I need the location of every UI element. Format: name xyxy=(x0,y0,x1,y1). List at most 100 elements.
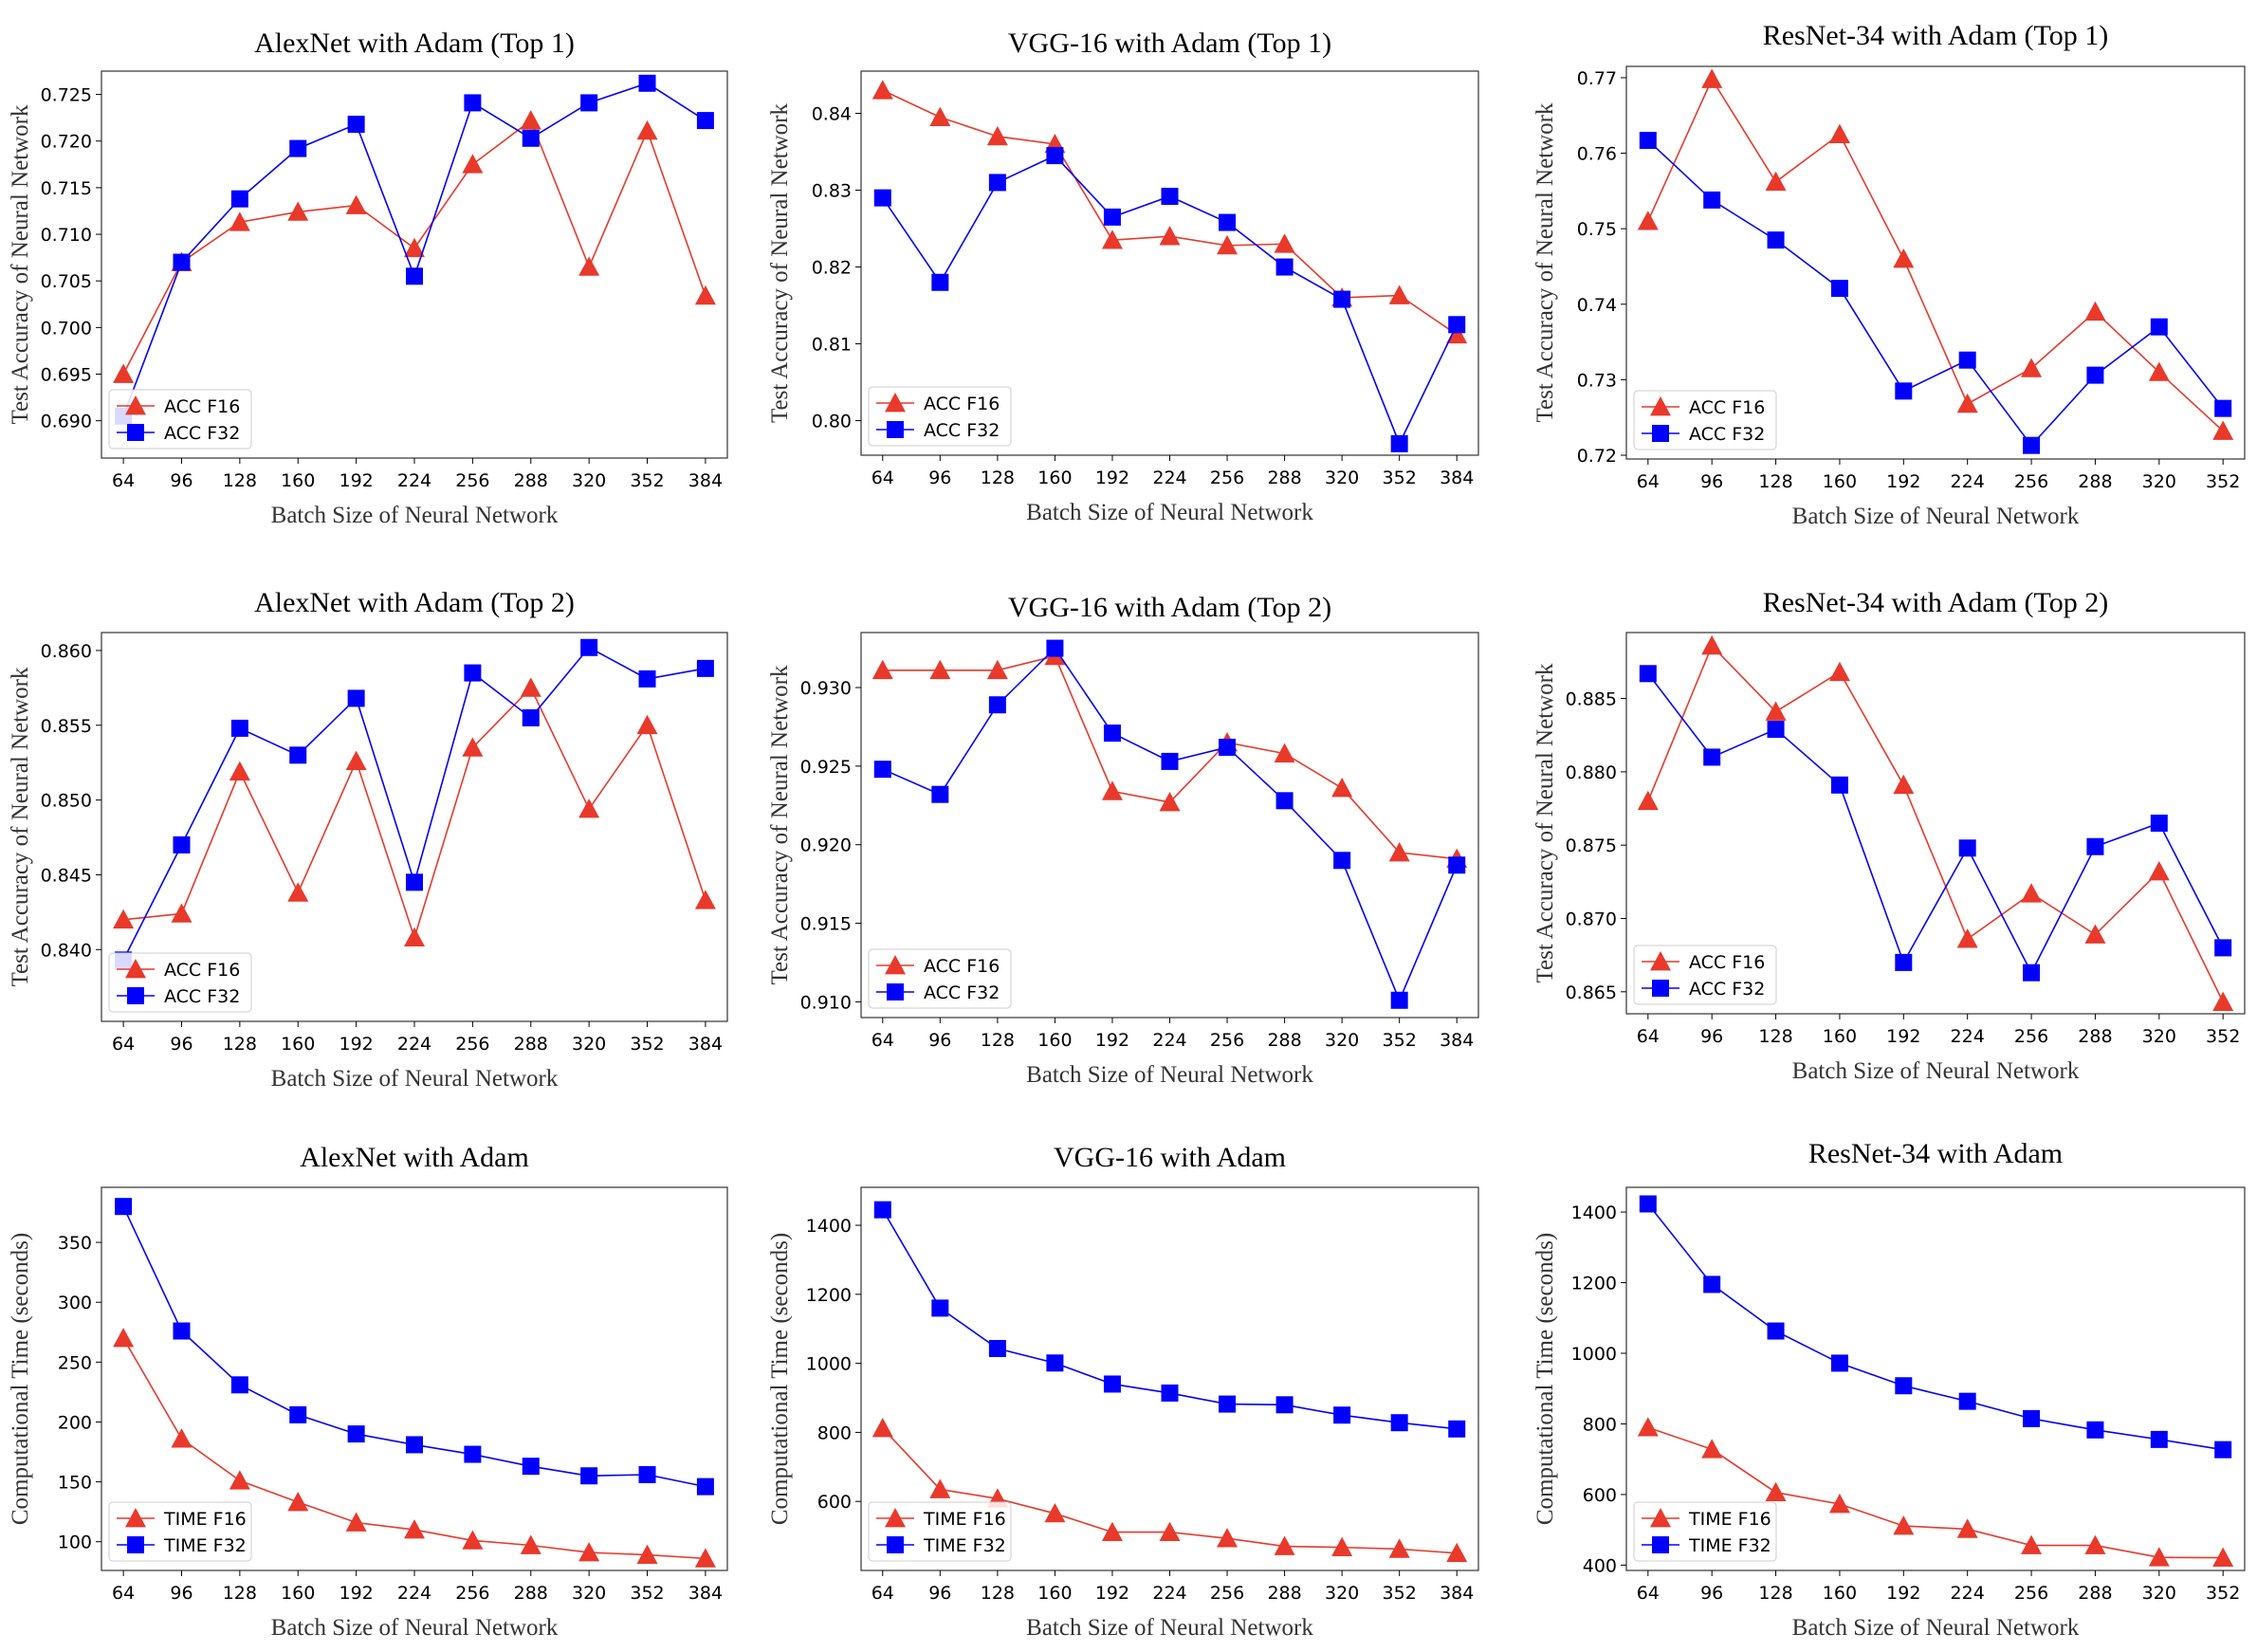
y-tick-label: 0.855 xyxy=(41,716,92,737)
data-point xyxy=(929,659,951,680)
y-tick-label: 0.75 xyxy=(1577,219,1617,240)
data-point xyxy=(1701,68,1723,88)
y-tick-label: 1000 xyxy=(1571,1344,1617,1365)
chart-title: VGG-16 with Adam xyxy=(1054,1142,1286,1173)
series-time-f32 xyxy=(873,1201,1466,1438)
y-tick-label: 0.80 xyxy=(812,412,852,432)
data-point xyxy=(1828,1493,1850,1514)
x-tick-label: 96 xyxy=(1700,1583,1723,1604)
y-tick-label: 1200 xyxy=(1571,1274,1617,1294)
legend: ACC F16 ACC F32 xyxy=(868,386,1012,447)
y-tick-label: 250 xyxy=(58,1352,92,1373)
data-point xyxy=(406,873,423,891)
x-tick-label: 352 xyxy=(630,470,664,491)
legend: TIME F16 TIME F32 xyxy=(1633,1501,1777,1562)
x-tick-label: 160 xyxy=(1823,471,1857,492)
data-point xyxy=(1275,258,1294,276)
legend-box xyxy=(868,948,1012,1009)
series-time-f16 xyxy=(1637,1417,2234,1567)
data-point xyxy=(1161,188,1179,206)
series-acc-f32 xyxy=(1639,132,2232,454)
x-tick-label: 192 xyxy=(1095,468,1129,488)
data-point xyxy=(931,273,949,291)
data-point xyxy=(1274,743,1295,762)
data-point xyxy=(113,909,135,929)
x-tick-label: 384 xyxy=(688,1583,723,1604)
data-point xyxy=(1103,208,1121,226)
chart-title: AlexNet with Adam xyxy=(300,1142,529,1173)
data-point xyxy=(173,253,191,271)
data-point xyxy=(1159,1521,1181,1541)
legend-marker xyxy=(1650,396,1671,416)
y-axis-label: Test Accuracy of Neural Network xyxy=(8,104,33,424)
data-point xyxy=(1701,1439,1723,1459)
x-tick-label: 256 xyxy=(1210,1583,1244,1604)
y-tick-label: 0.720 xyxy=(41,132,92,153)
series-acc-f32 xyxy=(1639,665,2232,982)
y-tick-label: 0.850 xyxy=(41,791,92,812)
y-tick-label: 0.865 xyxy=(1566,982,1617,1003)
data-point xyxy=(462,1530,484,1550)
y-tick-label: 1200 xyxy=(806,1285,852,1306)
data-point xyxy=(1161,1384,1179,1402)
data-point xyxy=(578,1542,600,1562)
data-point xyxy=(1219,1395,1237,1413)
data-point xyxy=(1390,434,1408,452)
x-tick-label: 192 xyxy=(1095,1583,1129,1604)
chart-title: ResNet-34 with Adam xyxy=(1808,1138,2063,1169)
legend-marker xyxy=(1652,980,1669,997)
data-point xyxy=(1046,639,1064,657)
data-point xyxy=(638,670,656,688)
y-tick-label: 0.930 xyxy=(800,678,852,699)
series-acc-f32 xyxy=(115,638,714,969)
data-point xyxy=(988,696,1006,714)
legend-marker xyxy=(125,959,146,979)
x-tick-label: 320 xyxy=(1325,468,1359,488)
x-tick-label: 64 xyxy=(872,468,894,488)
y-tick-label: 150 xyxy=(58,1473,92,1494)
y-tick-label: 0.695 xyxy=(41,365,92,386)
x-axis-label: Batch Size of Neural Network xyxy=(271,503,559,528)
data-point xyxy=(1828,661,1850,682)
x-tick-label: 96 xyxy=(170,1583,193,1604)
x-tick-label: 384 xyxy=(1440,1030,1474,1051)
series-line xyxy=(1647,1203,2224,1451)
data-point xyxy=(2021,883,2043,903)
legend-marker xyxy=(887,983,904,1000)
x-axis-label: Batch Size of Neural Network xyxy=(1026,1062,1313,1088)
x-tick-label: 224 xyxy=(1152,468,1186,488)
x-tick-label: 128 xyxy=(223,1034,257,1055)
data-point xyxy=(636,1544,658,1564)
data-point xyxy=(873,761,891,779)
data-point xyxy=(1767,721,1785,739)
plot-frame xyxy=(1625,1186,2246,1571)
data-point xyxy=(1046,1354,1064,1372)
data-point xyxy=(1390,1414,1408,1432)
plot-frame xyxy=(1625,65,2246,460)
x-tick-label: 64 xyxy=(872,1583,894,1604)
data-point xyxy=(1893,774,1915,795)
x-tick-label: 320 xyxy=(572,470,606,491)
data-point xyxy=(2021,358,2043,377)
x-tick-label: 160 xyxy=(281,470,315,491)
data-point xyxy=(1159,791,1181,812)
data-point xyxy=(1958,839,1976,857)
chart-panel-7: AlexNet with Adam 100 150 200 250 300 350 64 96 1… xyxy=(8,1142,728,1641)
legend-label: ACC F16 xyxy=(924,394,1000,414)
y-axis-label: Test Accuracy of Neural Network xyxy=(767,665,793,984)
legend-label: ACC F16 xyxy=(164,396,240,417)
data-point xyxy=(1703,748,1721,766)
data-point xyxy=(229,761,250,781)
x-tick-label: 96 xyxy=(170,1034,193,1055)
y-tick-label: 0.875 xyxy=(1566,835,1617,856)
x-tick-label: 288 xyxy=(2078,1583,2112,1604)
y-tick-label: 300 xyxy=(58,1293,92,1313)
data-point xyxy=(229,211,250,231)
x-tick-label: 256 xyxy=(455,470,489,491)
chart-panel-6: ResNet-34 with Adam (Top 2) 0.865 0.870 0.8… xyxy=(1532,587,2246,1084)
data-point xyxy=(2148,361,2170,381)
y-tick-label: 1400 xyxy=(806,1216,852,1237)
y-tick-label: 0.81 xyxy=(812,335,852,356)
x-axis-label: Batch Size of Neural Network xyxy=(1026,500,1313,525)
x-tick-label: 352 xyxy=(2206,1026,2240,1047)
